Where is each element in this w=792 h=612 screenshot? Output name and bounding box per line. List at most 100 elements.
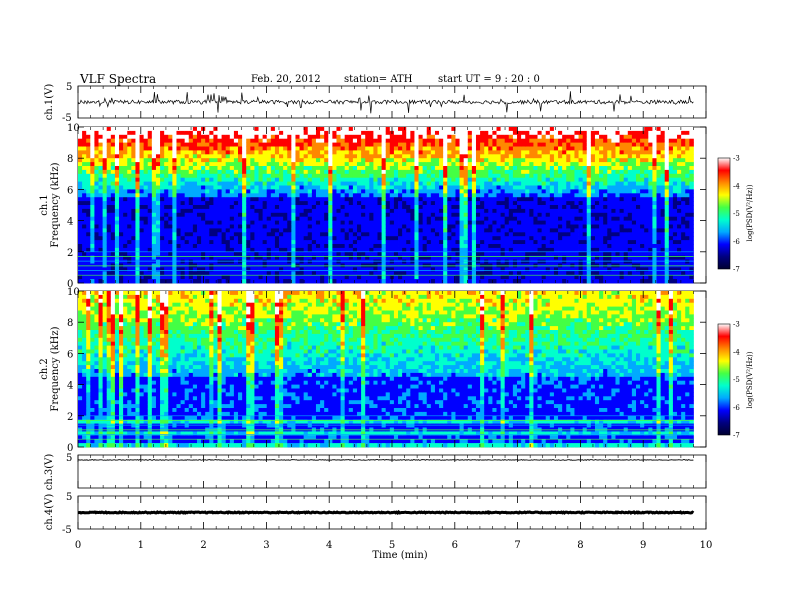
spectrogram-cell xyxy=(459,193,465,198)
spectrogram-cell xyxy=(352,236,358,241)
spectrogram-cell xyxy=(86,146,91,151)
spectrogram-cell xyxy=(488,271,493,276)
spectrogram-cell xyxy=(127,150,132,155)
spectrogram-cell xyxy=(172,247,177,253)
spectrogram-cell xyxy=(139,271,145,276)
spectrogram-cell xyxy=(443,181,448,186)
spectrogram-cell xyxy=(357,251,362,257)
spectrogram-cell xyxy=(492,138,497,143)
spectrogram-cell xyxy=(164,240,169,245)
spectrogram-cell xyxy=(114,181,120,186)
spectrogram-cell xyxy=(414,169,419,175)
spectrogram-cell xyxy=(558,134,563,140)
spectrogram-cell xyxy=(168,259,173,264)
spectrogram-cell xyxy=(242,236,247,241)
spectrogram-cell xyxy=(566,228,571,233)
spectrogram-cell xyxy=(332,142,337,147)
spectrogram-cell xyxy=(274,271,280,276)
spectrogram-cell xyxy=(529,150,534,155)
spectrogram-cell xyxy=(164,169,169,175)
spectrogram-cell xyxy=(151,224,157,229)
spectrogram-cell xyxy=(426,158,432,163)
spectrogram-cell xyxy=(205,259,210,264)
spectrogram-cell xyxy=(176,162,181,167)
spectrogram-cell xyxy=(254,142,259,147)
spectrogram-cell xyxy=(311,138,317,143)
spectrogram-cell xyxy=(463,267,469,272)
spectrogram-cell xyxy=(496,189,501,194)
spectrogram-cell xyxy=(192,255,198,260)
spectrogram-cell xyxy=(393,212,399,218)
spectrogram-cell xyxy=(311,162,317,167)
spectrogram-cell xyxy=(566,130,571,136)
spectrogram-cell xyxy=(205,244,210,249)
spectrogram-cell xyxy=(434,275,440,280)
spectrogram-cell xyxy=(582,236,588,241)
spectrogram-cell xyxy=(406,216,411,221)
spectrogram-cell xyxy=(389,205,395,210)
spectrogram-cell xyxy=(467,205,473,210)
spectrogram-cell xyxy=(315,271,321,276)
spectrogram-cell xyxy=(570,127,575,132)
spectrogram-cell xyxy=(213,185,218,190)
spectrogram-cell xyxy=(213,205,218,210)
spectrogram-cell xyxy=(196,205,202,210)
spectrogram-cell xyxy=(541,240,547,245)
spectrogram-cell xyxy=(361,224,366,229)
spectrogram-cell xyxy=(512,216,518,221)
spectrogram-cell xyxy=(414,166,419,171)
spectrogram-cell xyxy=(147,162,153,167)
spectrogram-cell xyxy=(295,169,300,175)
spectrogram-cell xyxy=(517,162,522,167)
spectrogram-cell xyxy=(521,158,526,163)
spectrogram-cell xyxy=(209,189,214,194)
spectrogram-cell xyxy=(299,271,305,276)
spectrogram-cell xyxy=(168,271,173,276)
spectrogram-cell xyxy=(291,271,296,276)
spectrogram-cell xyxy=(176,134,181,140)
spectrogram-cell xyxy=(451,154,456,159)
spectrogram-cell xyxy=(398,271,403,276)
spectrogram-cell xyxy=(422,130,428,136)
spectrogram-cell xyxy=(496,185,501,190)
spectrogram-cell xyxy=(352,142,358,147)
spectrogram-cell xyxy=(295,212,300,218)
spectrogram-cell xyxy=(287,158,292,163)
spectrogram-cell xyxy=(410,259,415,264)
spectrogram-cell xyxy=(541,189,547,194)
spectrogram-cell xyxy=(574,173,579,179)
spectrogram-cell xyxy=(82,275,87,280)
spectrogram-cell xyxy=(406,127,411,132)
spectrogram-cell xyxy=(545,173,551,179)
spectrogram-cell xyxy=(475,205,481,210)
spectrogram-cell xyxy=(410,267,415,272)
spectrogram-cell xyxy=(196,169,202,175)
spectrogram-cell xyxy=(422,169,428,175)
spectrogram-cell xyxy=(213,247,218,253)
spectrogram-cell xyxy=(426,228,432,233)
spectrogram-cell xyxy=(447,216,452,221)
spectrogram-cell xyxy=(357,240,362,245)
spectrogram-cell xyxy=(287,138,292,143)
spectrogram-cell xyxy=(94,255,99,260)
spectrogram-cell xyxy=(188,244,194,249)
spectrogram-cell xyxy=(336,138,341,143)
spectrogram-cell xyxy=(529,240,534,245)
spectrogram-cell xyxy=(172,181,177,186)
spectrogram-cell xyxy=(344,224,350,229)
spectrogram-cell xyxy=(180,220,186,225)
spectrogram-cell xyxy=(348,244,354,249)
spectrogram-cell xyxy=(385,267,391,272)
spectrogram-cell xyxy=(566,166,571,171)
spectrogram-cell xyxy=(147,212,153,218)
spectrogram-cell xyxy=(90,146,95,151)
spectrogram-cell xyxy=(430,158,436,163)
spectrogram-cell xyxy=(254,177,259,182)
spectrogram-cell xyxy=(155,154,161,159)
spectrogram-cell xyxy=(451,193,456,198)
spectrogram-cell xyxy=(270,138,276,143)
spectrogram-cell xyxy=(86,271,91,276)
spectrogram-cell xyxy=(147,134,153,140)
spectrogram-cell xyxy=(127,236,132,241)
spectrogram-cell xyxy=(586,220,592,225)
